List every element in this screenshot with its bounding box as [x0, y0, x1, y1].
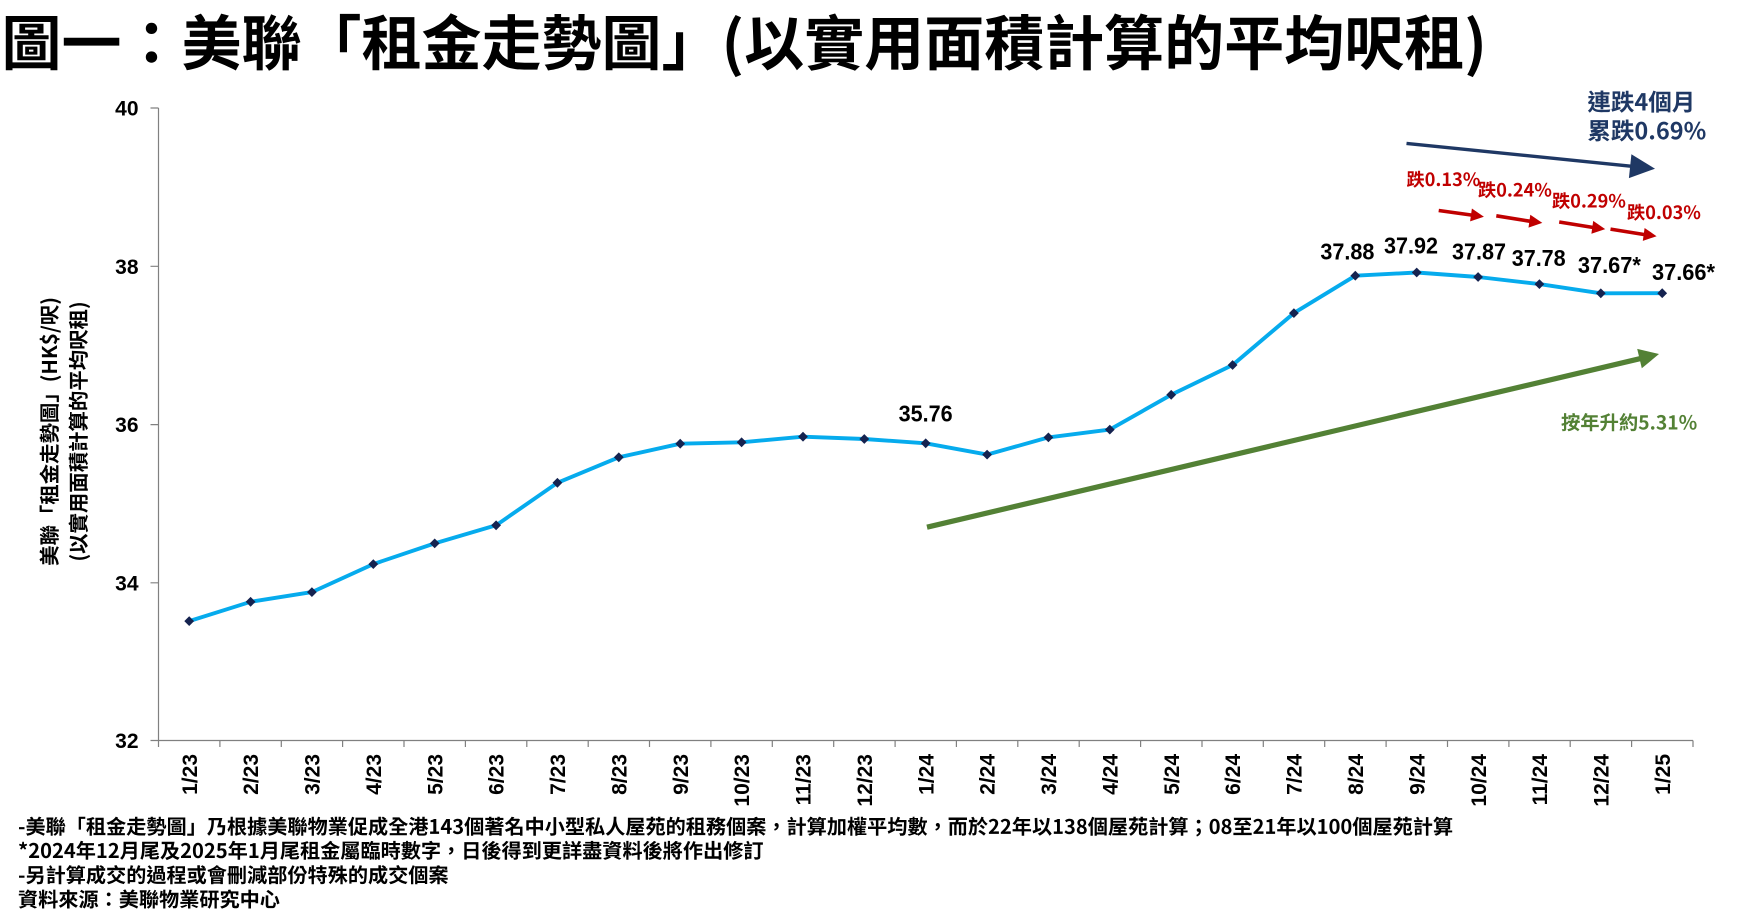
svg-text:35.76: 35.76: [899, 401, 953, 427]
svg-text:36: 36: [115, 414, 138, 437]
svg-text:8/24: 8/24: [1345, 754, 1368, 795]
svg-text:1/25: 1/25: [1652, 754, 1675, 795]
svg-text:2/23: 2/23: [240, 754, 263, 795]
svg-text:4/24: 4/24: [1100, 754, 1123, 795]
svg-text:3/23: 3/23: [302, 754, 325, 795]
svg-text:12/24: 12/24: [1591, 754, 1614, 807]
svg-text:6/23: 6/23: [486, 754, 509, 795]
svg-text:37.92: 37.92: [1384, 232, 1438, 258]
svg-text:32: 32: [115, 730, 138, 753]
svg-text:37.87: 37.87: [1452, 238, 1506, 264]
svg-text:12/23: 12/23: [854, 754, 877, 807]
svg-text:34: 34: [115, 572, 139, 595]
svg-text:11/23: 11/23: [793, 754, 816, 805]
svg-text:38: 38: [115, 256, 139, 279]
svg-text:9/24: 9/24: [1406, 754, 1429, 795]
svg-text:1/23: 1/23: [179, 754, 202, 795]
svg-text:5/23: 5/23: [424, 754, 447, 795]
svg-text:8/23: 8/23: [609, 754, 632, 795]
svg-text:37.78: 37.78: [1512, 245, 1566, 271]
svg-text:3/24: 3/24: [1038, 754, 1061, 795]
svg-text:9/23: 9/23: [670, 754, 693, 795]
svg-text:37.67*: 37.67*: [1578, 252, 1641, 278]
svg-text:7/24: 7/24: [1284, 754, 1307, 795]
svg-text:4/23: 4/23: [363, 754, 386, 795]
svg-text:37.66*: 37.66*: [1652, 259, 1715, 285]
svg-text:5/24: 5/24: [1161, 754, 1184, 795]
svg-text:11/24: 11/24: [1529, 754, 1552, 806]
svg-text:2/24: 2/24: [977, 754, 1000, 795]
svg-text:10/24: 10/24: [1468, 754, 1491, 807]
svg-text:6/24: 6/24: [1222, 754, 1245, 795]
svg-text:40: 40: [115, 98, 138, 121]
svg-text:1/24: 1/24: [915, 754, 938, 795]
svg-text:37.88: 37.88: [1320, 239, 1374, 265]
svg-text:7/23: 7/23: [547, 754, 570, 795]
svg-text:10/23: 10/23: [731, 754, 754, 807]
